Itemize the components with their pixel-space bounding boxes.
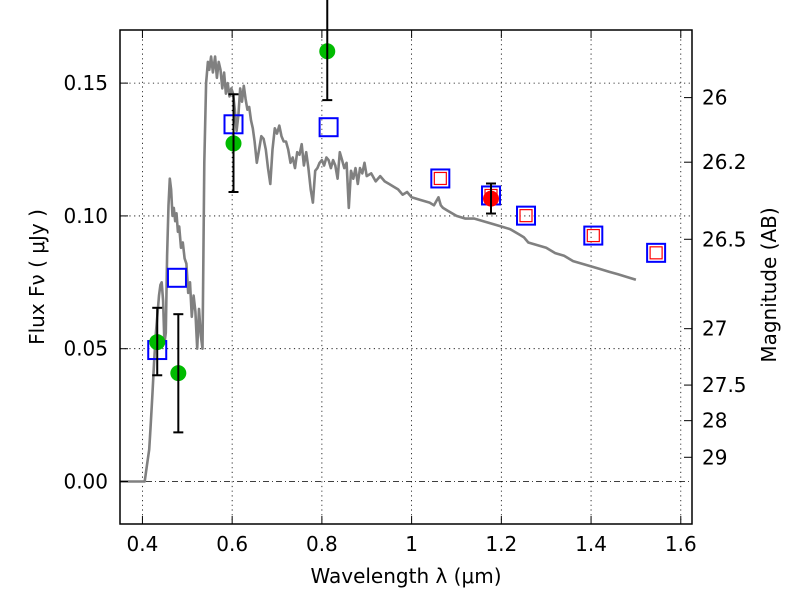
right-tick-label: 27 [702, 317, 727, 341]
right-tick-label: 27.5 [702, 373, 747, 397]
x-tick-label: 1.2 [485, 532, 517, 556]
model-photometry-marker [318, 117, 339, 138]
right-axis-ticks: 26 26.2 26.5 27 27.5 28 29 [684, 86, 747, 469]
right-tick-label: 26 [702, 86, 727, 110]
y-axis-ticks: 0.00 0.05 0.10 0.15 [63, 71, 128, 494]
spectrum-line [120, 55, 637, 483]
x-axis-ticks: 0.4 0.6 0.8 1 1.2 1.4 1.6 [127, 30, 697, 556]
x-axis-label: Wavelength λ (μm) [310, 564, 501, 588]
y-tick-label: 0.10 [63, 204, 108, 228]
right-tick-label: 29 [702, 445, 727, 469]
model-photometry-marker [430, 168, 451, 189]
model-photometry-marker [583, 225, 604, 246]
model-photometry-marker [166, 267, 187, 288]
axes-frame [119, 29, 693, 525]
model-photometry-inner-marker [519, 209, 533, 223]
errorbars-unclipped [152, 0, 497, 434]
model-photometry-inner-marker [586, 228, 600, 243]
y-tick-label: 0.15 [63, 71, 108, 95]
x-tick-label: 1.6 [665, 532, 697, 556]
right-tick-label: 26.2 [702, 150, 747, 174]
model-photometry-inner-marker [433, 171, 447, 186]
x-tick-label: 0.8 [306, 532, 338, 556]
y-tick-label: 0.00 [63, 470, 108, 494]
right-tick-label: 26.5 [702, 227, 747, 251]
x-tick-label: 0.4 [127, 532, 159, 556]
plot-area [120, 43, 667, 483]
y-tick-label: 0.05 [63, 337, 108, 361]
x-tick-label: 1 [405, 532, 418, 556]
model-photometry-marker [646, 242, 667, 263]
model-photometry-inner-marker [649, 246, 663, 260]
right-axis-label: Magnitude (AB) [757, 207, 781, 362]
right-tick-label: 28 [702, 409, 727, 433]
y-axis-label: Flux Fν ( μJy ) [25, 209, 49, 345]
model-photometry-marker [516, 205, 537, 226]
x-tick-label: 1.4 [575, 532, 607, 556]
x-tick-label: 0.6 [216, 532, 248, 556]
